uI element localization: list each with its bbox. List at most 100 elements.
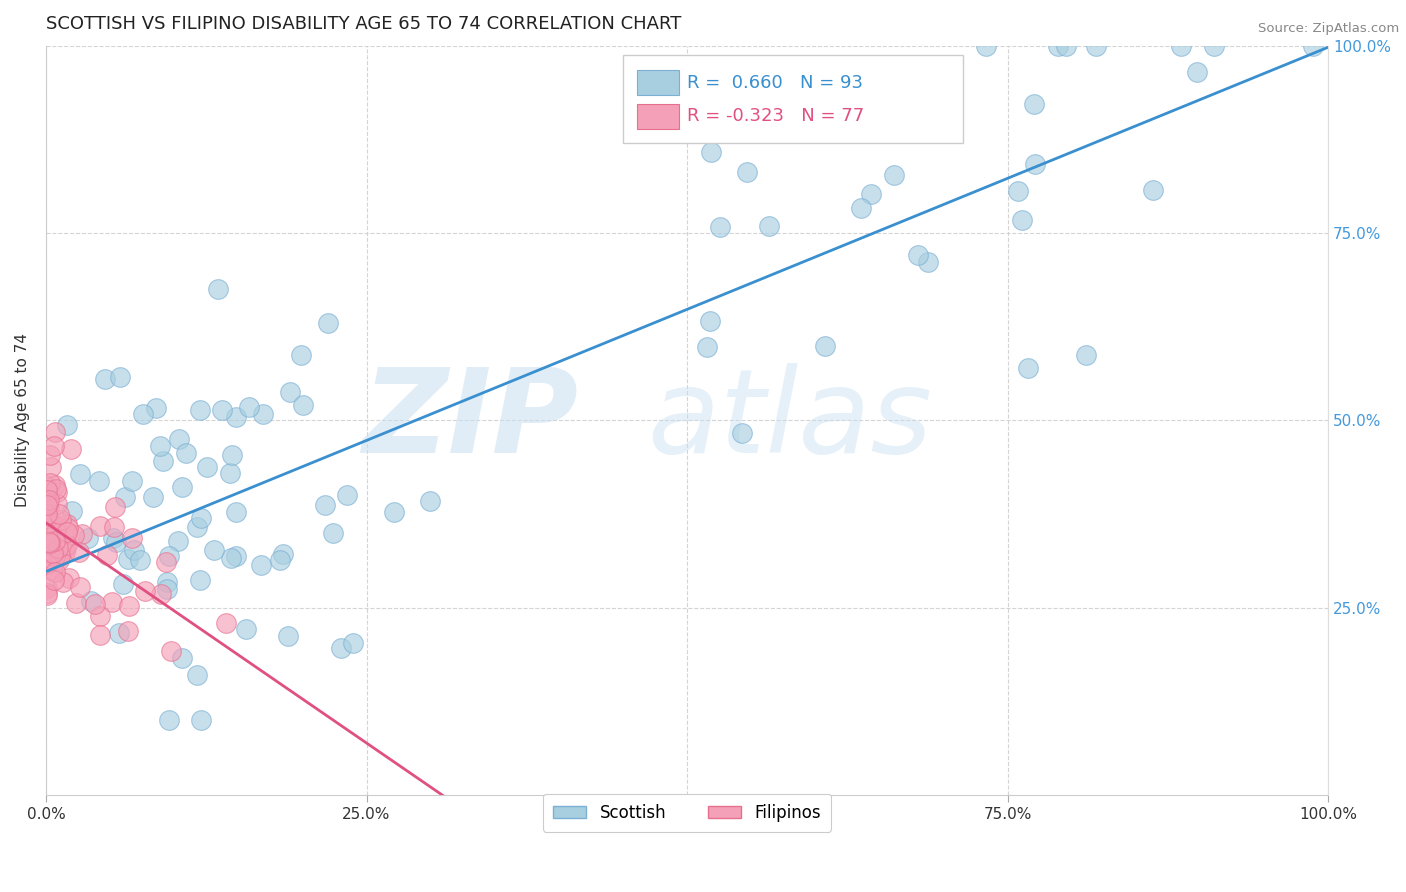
Text: atlas: atlas [647, 363, 932, 477]
Point [225, 410, 247, 425]
Point [1024, 157, 1046, 171]
Point [758, 219, 780, 233]
Point [814, 339, 837, 353]
Point [58, 571, 80, 585]
Point [273, 547, 295, 561]
Point [221, 550, 243, 565]
Point [1204, 38, 1226, 53]
Point [202, 542, 225, 557]
Point [117, 551, 139, 566]
Point [37, 558, 59, 572]
Point [117, 624, 139, 639]
Text: R = -0.323   N = 77: R = -0.323 N = 77 [688, 107, 865, 125]
Point [190, 713, 212, 727]
Point [44, 533, 66, 548]
Point [336, 488, 359, 502]
Point [737, 165, 759, 179]
Point [44, 518, 66, 533]
Point [70, 526, 93, 541]
Point [188, 403, 211, 417]
Point [225, 505, 247, 519]
Point [1017, 360, 1039, 375]
Point [37, 499, 59, 513]
Point [859, 187, 882, 202]
Point [145, 401, 167, 416]
Point [89, 518, 111, 533]
Point [107, 625, 129, 640]
Point [63, 527, 86, 541]
Point [249, 558, 271, 572]
Point [69, 467, 91, 481]
Point [46, 484, 69, 499]
Point [49, 513, 72, 527]
Point [218, 466, 240, 480]
Point [38, 534, 60, 549]
Point [39, 476, 62, 491]
Point [37, 526, 59, 541]
Point [149, 439, 172, 453]
Point [104, 500, 127, 514]
Point [709, 219, 731, 234]
Point [419, 494, 441, 508]
Point [907, 248, 929, 262]
Point [114, 490, 136, 504]
Point [131, 407, 153, 421]
Point [39, 536, 62, 550]
Point [48, 507, 70, 521]
Point [186, 520, 208, 534]
Point [37, 582, 59, 596]
Point [121, 531, 143, 545]
Point [42, 546, 65, 560]
Point [699, 313, 721, 327]
Point [1170, 38, 1192, 53]
Point [59, 442, 82, 456]
Point [37, 522, 59, 536]
Point [48, 541, 70, 556]
Point [42, 573, 65, 587]
Point [1011, 213, 1033, 227]
Point [700, 145, 723, 159]
Point [316, 316, 339, 330]
Point [277, 629, 299, 643]
Point [159, 644, 181, 658]
Point [1185, 64, 1208, 78]
Point [696, 340, 718, 354]
Point [44, 566, 66, 580]
Point [172, 651, 194, 665]
Point [49, 549, 72, 564]
Legend: Scottish, Filipinos: Scottish, Filipinos [543, 794, 831, 831]
Point [190, 510, 212, 524]
Point [207, 281, 229, 295]
Text: SCOTTISH VS FILIPINO DISABILITY AGE 65 TO 74 CORRELATION CHART: SCOTTISH VS FILIPINO DISABILITY AGE 65 T… [46, 15, 682, 33]
Point [39, 459, 62, 474]
Point [156, 575, 179, 590]
Point [314, 498, 336, 512]
Point [44, 549, 66, 564]
Point [382, 505, 405, 519]
Point [67, 544, 90, 558]
Point [186, 668, 208, 682]
Point [105, 535, 128, 549]
Point [80, 594, 103, 608]
Point [37, 586, 59, 600]
Text: R =  0.660   N = 93: R = 0.660 N = 93 [688, 74, 863, 92]
Point [211, 402, 233, 417]
Point [37, 504, 59, 518]
Point [56, 417, 79, 432]
Point [112, 577, 135, 591]
Point [83, 597, 105, 611]
Point [122, 542, 145, 557]
Point [37, 518, 59, 533]
Point [157, 549, 180, 563]
Point [155, 555, 177, 569]
Point [37, 524, 59, 538]
Point [167, 433, 190, 447]
Point [48, 553, 70, 567]
Point [37, 588, 59, 602]
Point [53, 545, 76, 559]
Point [152, 454, 174, 468]
Point [96, 548, 118, 562]
Point [42, 439, 65, 453]
Point [44, 525, 66, 540]
Point [225, 549, 247, 564]
